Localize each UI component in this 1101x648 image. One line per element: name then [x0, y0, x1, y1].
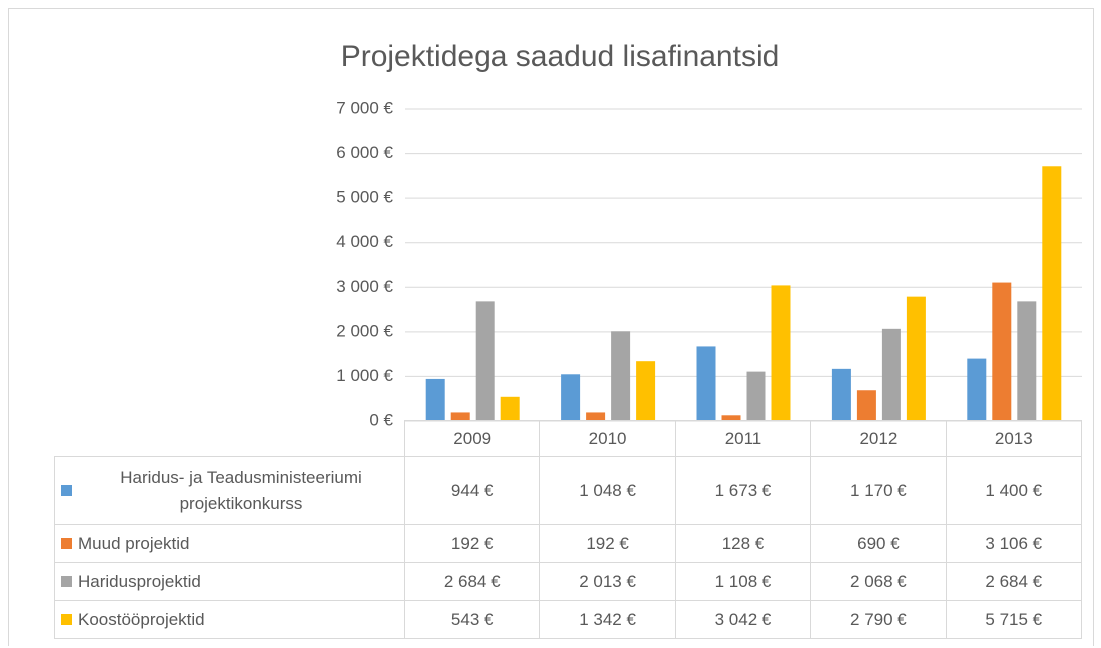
table-cell: 2 684 €: [945, 562, 1082, 601]
table-cell: 2 068 €: [810, 562, 947, 601]
legend-label: Koostööprojektid: [78, 609, 205, 629]
legend-cell: Muud projektid: [54, 524, 405, 563]
bar: [856, 390, 876, 421]
bar: [1042, 166, 1062, 421]
table-cell: 1 048 €: [539, 456, 676, 525]
table-header-cell: 2012: [810, 420, 947, 457]
table-cell: 1 108 €: [674, 562, 812, 601]
y-tick-label: 3 000 €: [336, 277, 393, 296]
bar: [771, 285, 791, 421]
legend-label: Haridusprojektid: [78, 571, 201, 591]
table-cell: 1 400 €: [945, 456, 1082, 525]
y-tick-label: 0 €: [369, 410, 393, 429]
y-tick-label: 6 000 €: [336, 143, 393, 162]
bar: [831, 368, 851, 421]
bar: [906, 296, 926, 421]
legend-key: [61, 614, 72, 625]
table-header-cell: 2009: [404, 420, 541, 457]
table-cell: 2 684 €: [404, 562, 541, 601]
bar: [450, 412, 470, 421]
table-cell: 690 €: [810, 524, 947, 563]
bar: [636, 361, 656, 421]
legend-key: [61, 538, 72, 549]
bar: [881, 328, 901, 421]
legend-label: Haridus- ja Teadusministeeriumi projekti…: [120, 467, 362, 513]
table-cell: 2 013 €: [539, 562, 676, 601]
table-cell: 192 €: [539, 524, 676, 563]
legend-cell: Koostööprojektid: [54, 600, 405, 639]
y-tick-label: 4 000 €: [336, 232, 393, 251]
y-tick-label: 2 000 €: [336, 321, 393, 340]
bar: [746, 371, 766, 421]
bar: [1017, 301, 1037, 421]
table-cell: 3 042 €: [674, 600, 812, 639]
y-tick-label: 7 000 €: [336, 98, 393, 117]
y-tick-label: 5 000 €: [336, 188, 393, 207]
legend-key: [61, 485, 72, 496]
bar: [475, 301, 495, 421]
legend-label: Muud projektid: [78, 533, 190, 553]
table-cell: 192 €: [404, 524, 541, 563]
table-cell: 1 170 €: [810, 456, 947, 525]
bar: [425, 378, 445, 421]
bar: [586, 412, 606, 421]
bar: [611, 331, 631, 421]
bar: [500, 396, 520, 421]
table-cell: 543 €: [404, 600, 541, 639]
table-cell: 5 715 €: [945, 600, 1082, 639]
legend-cell: Haridus- ja Teadusministeeriumi projekti…: [54, 456, 405, 525]
table-cell: 128 €: [674, 524, 812, 563]
table-cell: 1 342 €: [539, 600, 676, 639]
bar: [992, 282, 1012, 421]
table-header-cell: 2013: [945, 420, 1082, 457]
table-cell: 944 €: [404, 456, 541, 525]
bar: [561, 374, 581, 421]
table-header-cell: 2010: [539, 420, 676, 457]
table-header-cell: 2011: [674, 420, 812, 457]
bar: [696, 346, 716, 421]
table-cell: 3 106 €: [945, 524, 1082, 563]
table-cell: 2 790 €: [810, 600, 947, 639]
y-tick-label: 1 000 €: [336, 366, 393, 385]
bar: [967, 358, 987, 421]
chart-border: [8, 8, 1094, 646]
bar: [721, 415, 741, 421]
table-cell: 1 673 €: [674, 456, 812, 525]
chart-title: Projektidega saadud lisafinantsid: [341, 40, 780, 73]
legend-key: [61, 576, 72, 587]
legend-cell: Haridusprojektid: [54, 562, 405, 601]
